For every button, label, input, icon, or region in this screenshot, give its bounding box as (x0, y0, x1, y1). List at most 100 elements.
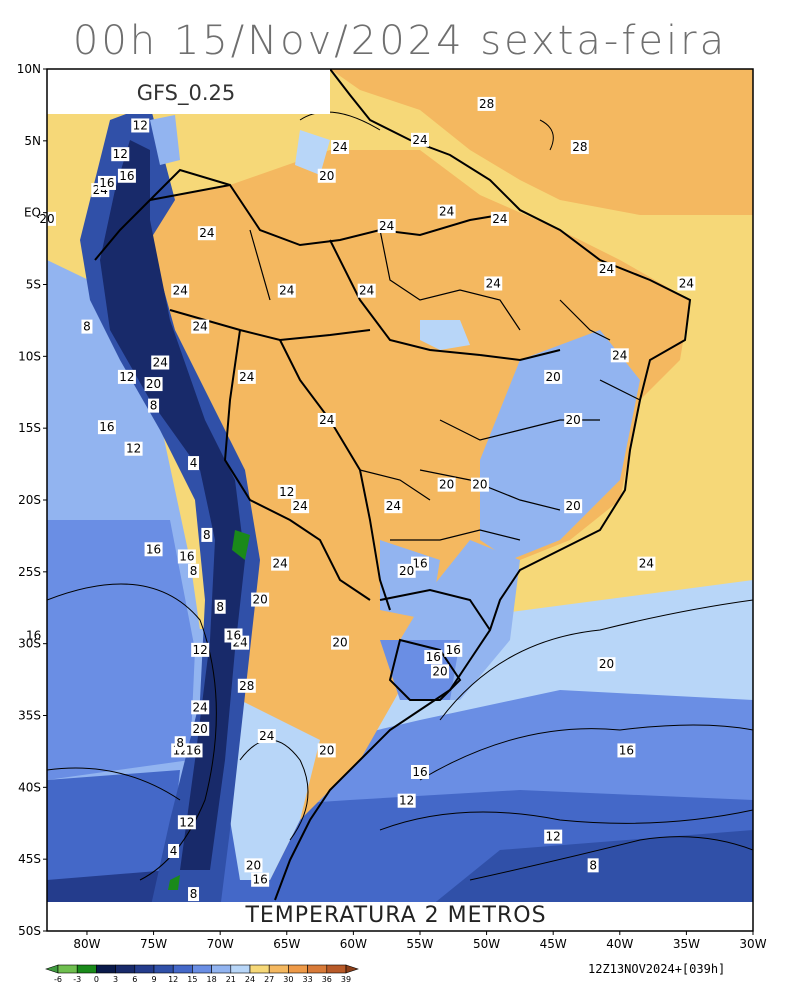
svg-text:24: 24 (639, 557, 654, 571)
svg-text:28: 28 (572, 140, 587, 154)
colorbar-swatch (211, 964, 232, 974)
contour-labels: 28 28 24 24 20 24 24 24 24 24 24 24 24 24 24 24 24 24 24 20… (24, 96, 696, 902)
contour-label: 16 (24, 628, 43, 643)
svg-text:20: 20 (319, 743, 334, 757)
contour-label: 20 (397, 563, 416, 578)
contour-label: 16 (97, 420, 116, 435)
svg-text:4: 4 (190, 456, 198, 470)
colorbar-swatch (249, 964, 270, 974)
svg-text:24: 24 (412, 133, 427, 147)
contour-label: 20 (317, 168, 336, 183)
longitude-axis: 80W 75W 70W 65W 60W 55W 50W 45W 40W 35W 30W (73, 931, 767, 951)
colorbar-swatch (268, 964, 289, 974)
lon-tick-label: 30W (739, 937, 766, 951)
svg-text:20: 20 (246, 858, 261, 872)
svg-text:20: 20 (546, 370, 561, 384)
colorbar-swatch (288, 964, 308, 974)
svg-text:12: 12 (126, 442, 141, 456)
svg-text:8: 8 (176, 736, 184, 750)
contour-label: 16 (177, 549, 196, 564)
contour-label: 12 (177, 815, 196, 830)
contour-label: 24 (277, 283, 296, 298)
svg-text:24: 24 (279, 284, 294, 298)
contour-label: 16 (97, 175, 116, 190)
contour-label: 8 (214, 599, 226, 614)
svg-text:24: 24 (193, 700, 208, 714)
contour-label: 28 (237, 678, 256, 693)
svg-text:24: 24 (486, 277, 501, 291)
lon-tick-label: 55W (406, 937, 433, 951)
colorbar-swatch (326, 964, 347, 974)
contour-label: 8 (587, 858, 599, 873)
contour-label: 16 (251, 872, 270, 887)
colorbar-swatch (76, 964, 97, 974)
colorbar-low-arrow (45, 964, 59, 974)
svg-text:16: 16 (26, 628, 41, 642)
svg-text:16: 16 (99, 420, 114, 434)
colorbar-swatch (172, 964, 193, 974)
colorbar-label: 39 (341, 975, 351, 984)
svg-text:24: 24 (492, 212, 507, 226)
contour-label: 28 (477, 96, 496, 111)
svg-text:28: 28 (479, 97, 494, 111)
svg-text:24: 24 (386, 499, 401, 513)
contour-label: 24 (437, 204, 456, 219)
svg-text:16: 16 (426, 650, 441, 664)
lat-tick-label: 5S (26, 278, 41, 292)
contour-label: 20 (244, 858, 263, 873)
colorbar-swatch (115, 964, 136, 974)
contour-label: 8 (148, 398, 160, 413)
colorbar-swatch (307, 964, 328, 974)
lon-tick-label: 50W (473, 937, 500, 951)
contour-label: 20 (430, 664, 449, 679)
colorbar-high-arrow (345, 964, 359, 974)
contour-label: 12 (397, 793, 416, 808)
colorbar-label: 33 (303, 975, 313, 984)
svg-text:12: 12 (279, 485, 294, 499)
contour-label: 24 (384, 499, 403, 514)
contour-label: 24 (331, 140, 350, 155)
svg-text:12: 12 (119, 370, 134, 384)
contour-label: 12 (277, 484, 296, 499)
colorbar-swatch (134, 964, 155, 974)
lat-tick-label: 10N (17, 62, 41, 76)
svg-text:16: 16 (146, 542, 161, 556)
colorbar-label: 9 (151, 975, 156, 984)
colorbar-label: 3 (113, 975, 118, 984)
svg-text:24: 24 (679, 277, 694, 291)
lat-tick-label: 40S (18, 780, 41, 794)
contour-label: 20 (470, 477, 489, 492)
svg-text:24: 24 (193, 320, 208, 334)
contour-label: 24 (637, 556, 656, 571)
colorbar-label: 18 (207, 975, 217, 984)
contour-label: 16 (424, 650, 443, 665)
contour-label: 12 (191, 642, 210, 657)
svg-text:24: 24 (612, 348, 627, 362)
svg-text:20: 20 (193, 722, 208, 736)
lat-tick-label: 20S (18, 493, 41, 507)
contour-label: 24 (171, 283, 190, 298)
svg-text:20: 20 (252, 593, 267, 607)
contour-label: 16 (117, 168, 136, 183)
svg-text:24: 24 (379, 219, 394, 233)
lon-tick-label: 60W (340, 937, 367, 951)
svg-text:24: 24 (319, 413, 334, 427)
svg-text:20: 20 (332, 636, 347, 650)
svg-text:24: 24 (199, 226, 214, 240)
contour-label: 16 (144, 542, 163, 557)
lat-tick-label: 25S (18, 565, 41, 579)
svg-text:16: 16 (619, 743, 634, 757)
contour-label: 28 (570, 140, 589, 155)
contour-label: 24 (357, 283, 376, 298)
contour-label: 8 (201, 527, 213, 542)
contour-label: 24 (597, 262, 616, 277)
colorbar-label: 15 (187, 975, 197, 984)
contour-label: 12 (117, 369, 136, 384)
contour-label: 20 (437, 477, 456, 492)
colorbar-label: -6 (54, 975, 62, 984)
svg-text:16: 16 (412, 557, 427, 571)
svg-text:16: 16 (252, 873, 267, 887)
lat-tick-label: 5N (24, 134, 41, 148)
contour-label: 24 (271, 556, 290, 571)
